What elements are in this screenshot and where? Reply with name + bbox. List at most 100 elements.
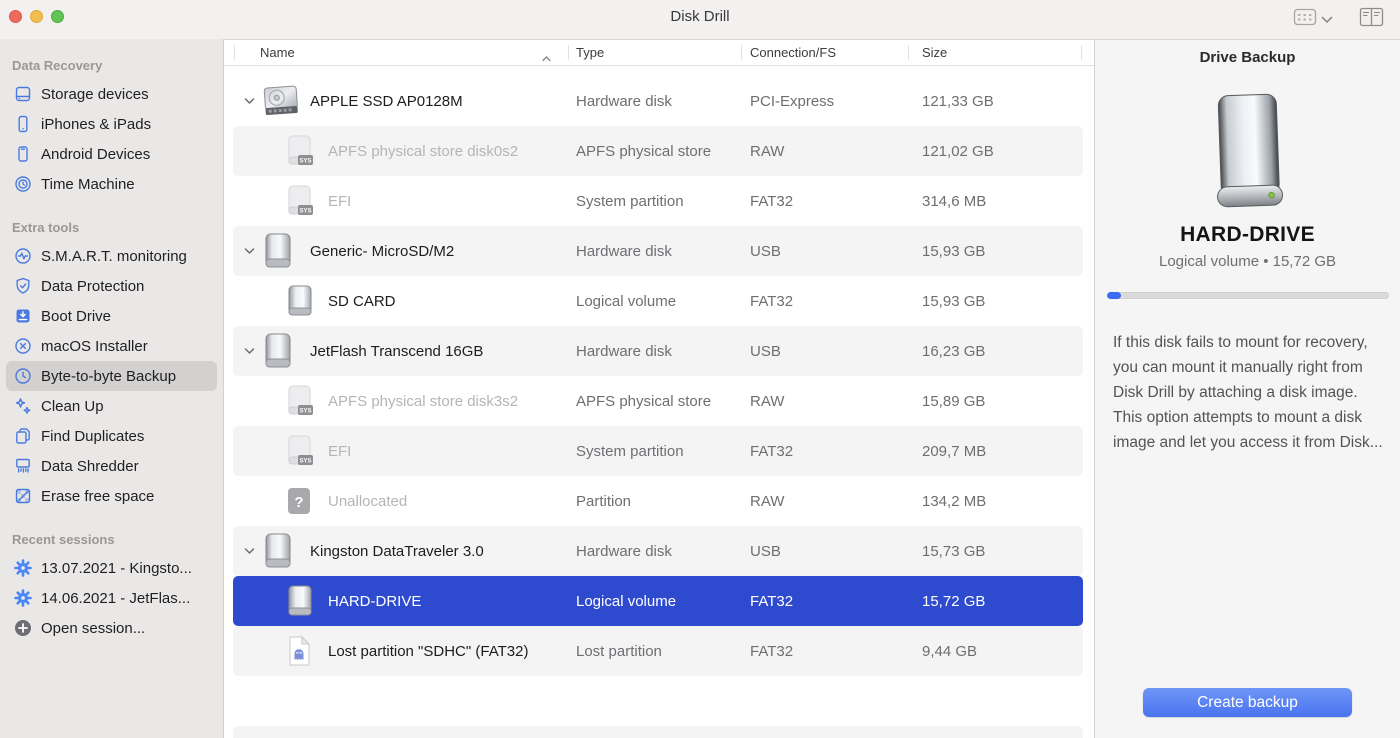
sidebar: Data Recovery Storage devices iPhones & iP… [0, 39, 224, 738]
external-hard-drive-art [1196, 90, 1300, 219]
table-row-empty [233, 676, 1083, 726]
cell-type: System partition [576, 442, 684, 460]
column-header-type[interactable]: Type [576, 45, 605, 60]
lost-partition-icon [286, 635, 312, 667]
cell-connection-fs: FAT32 [750, 192, 794, 210]
cell-name: APFS physical store disk3s2 [328, 392, 519, 410]
cell-size: 15,89 GB [922, 392, 986, 410]
sidebar-item-label: Time Machine [41, 175, 135, 193]
cell-size: 15,72 GB [922, 592, 986, 610]
cell-name: Lost partition "SDHC" (FAT32) [328, 642, 529, 660]
cell-name: Generic- MicroSD/M2 [310, 242, 455, 260]
drive-backup-panel: Drive Backup [1095, 39, 1400, 738]
table-row-generic-microsd-m2[interactable]: Generic- MicroSD/M2 Hardware disk USB 15,93… [233, 226, 1083, 276]
sidebar-item-macos-installer[interactable]: macOS Installer [6, 331, 217, 361]
sidebar-section-recent-sessions: Recent sessions 13.07.2021 - Kingsto... 14… [0, 531, 223, 643]
create-backup-button[interactable]: Create backup [1143, 688, 1352, 717]
table-row-sd-card[interactable]: SD CARD Logical volume FAT32 15,93 GB [233, 276, 1083, 326]
sidebar-item-14-06-2021-jetflas[interactable]: 14.06.2021 - JetFlas... [6, 583, 217, 613]
expand-chevron-icon[interactable] [244, 248, 255, 255]
iphone-icon [12, 113, 34, 135]
sidebar-item-storage-devices[interactable]: Storage devices [6, 79, 217, 109]
table-header: Name Type Connection/FS Size [224, 40, 1094, 66]
titlebar: Disk Drill [0, 0, 1400, 39]
sidebar-item-s-m-a-r-t-monitoring[interactable]: S.M.A.R.T. monitoring [6, 241, 217, 271]
sidebar-item-boot-drive[interactable]: Boot Drive [6, 301, 217, 331]
minimize-button[interactable] [30, 10, 43, 23]
sidebar-item-open-session[interactable]: Open session... [6, 613, 217, 643]
svg-text:SYS: SYS [299, 208, 311, 214]
cell-size: 209,7 MB [922, 442, 987, 460]
disk-table: Name Type Connection/FS Size APPLE SSD A… [224, 39, 1095, 738]
cell-connection-fs: USB [750, 542, 781, 560]
table-row-apfs-physical-store-disk0s2[interactable]: SYS APFS physical store disk0s2 APFS physi… [233, 126, 1083, 176]
external-drive-icon [262, 332, 294, 370]
table-row-efi[interactable]: SYS EFI System partition FAT32 314,6 MB [233, 176, 1083, 226]
sidebar-item-find-duplicates[interactable]: Find Duplicates [6, 421, 217, 451]
svg-text:SYS: SYS [299, 408, 311, 414]
svg-text:SYS: SYS [299, 158, 311, 164]
cell-connection-fs: RAW [750, 492, 785, 510]
expand-chevron-icon[interactable] [244, 348, 255, 355]
sidebar-item-clean-up[interactable]: Clean Up [6, 391, 217, 421]
unallocated-icon: ? [286, 486, 312, 516]
cell-connection-fs: PCI-Express [750, 92, 835, 110]
sidebar-item-time-machine[interactable]: Time Machine [6, 169, 217, 199]
sidebar-item-label: Boot Drive [41, 307, 112, 325]
table-row-unallocated[interactable]: ? Unallocated Partition RAW 134,2 MB [233, 476, 1083, 526]
erase-free-space-icon [12, 485, 34, 507]
cell-size: 314,6 MB [922, 192, 987, 210]
cell-type: Hardware disk [576, 342, 672, 360]
zoom-button[interactable] [51, 10, 64, 23]
table-row-lost-partition-sdhc-fat32[interactable]: Lost partition "SDHC" (FAT32) Lost partit… [233, 626, 1083, 676]
selected-drive-name: HARD-DRIVE [1180, 223, 1315, 246]
duplicates-icon [12, 425, 34, 447]
subvolume-icon: SYS [286, 184, 316, 218]
expand-chevron-icon[interactable] [244, 98, 255, 105]
backup-progress-bar [1106, 292, 1389, 299]
column-header-connection-fs[interactable]: Connection/FS [750, 45, 836, 60]
sidebar-item-data-shredder[interactable]: Data Shredder [6, 451, 217, 481]
cell-type: System partition [576, 192, 684, 210]
sidebar-section-header: Extra tools [12, 220, 80, 235]
sidebar-item-byte-to-byte-backup[interactable]: Byte-to-byte Backup [6, 361, 217, 391]
view-options-icon [1293, 7, 1317, 32]
table-row-jetflash-transcend-16gb[interactable]: JetFlash Transcend 16GB Hardware disk USB 1… [233, 326, 1083, 376]
shredder-icon [12, 455, 34, 477]
table-row-hard-drive[interactable]: HARD-DRIVE Logical volume FAT32 15,72 GB [233, 576, 1083, 626]
table-row-apfs-physical-store-disk3s2[interactable]: SYS APFS physical store disk3s2 APFS physi… [233, 376, 1083, 426]
table-row-efi[interactable]: SYS EFI System partition FAT32 209,7 MB [233, 426, 1083, 476]
sidebar-item-label: Find Duplicates [41, 427, 145, 445]
backup-progress-fill [1106, 292, 1121, 299]
sort-ascending-icon [542, 49, 551, 67]
cell-type: Partition [576, 492, 632, 510]
sidebar-item-android-devices[interactable]: Android Devices [6, 139, 217, 169]
table-row-kingston-datatraveler-3-0[interactable]: Kingston DataTraveler 3.0 Hardware disk US… [233, 526, 1083, 576]
cell-name: EFI [328, 442, 352, 460]
cell-name: APFS physical store disk0s2 [328, 142, 519, 160]
view-options-button[interactable] [1291, 5, 1335, 34]
sidebar-item-iphones-ipads[interactable]: iPhones & iPads [6, 109, 217, 139]
sidebar-item-label: 13.07.2021 - Kingsto... [41, 559, 192, 577]
cell-size: 15,93 GB [922, 292, 986, 310]
sidebar-item-13-07-2021-kingsto[interactable]: 13.07.2021 - Kingsto... [6, 553, 217, 583]
sparkles-icon [12, 395, 34, 417]
table-row-apple-ssd-ap0128m[interactable]: APPLE SSD AP0128M Hardware disk PCI-Expres… [233, 76, 1083, 126]
cell-name: Kingston DataTraveler 3.0 [310, 542, 484, 560]
sidebar-section-header: Data Recovery [12, 58, 103, 73]
close-button[interactable] [9, 10, 22, 23]
subvolume-icon: SYS [286, 134, 316, 168]
cell-type: APFS physical store [576, 142, 712, 160]
sidebar-item-label: Erase free space [41, 487, 155, 505]
selected-drive-subtitle: Logical volume • 15,72 GB [1158, 253, 1337, 270]
sidebar-item-label: Data Shredder [41, 457, 139, 475]
svg-text:SYS: SYS [299, 458, 311, 464]
volume-icon [286, 284, 314, 318]
sidebar-item-data-protection[interactable]: Data Protection [6, 271, 217, 301]
column-header-size[interactable]: Size [922, 45, 948, 60]
column-header-name[interactable]: Name [260, 45, 295, 60]
sidebar-item-erase-free-space[interactable]: Erase free space [6, 481, 217, 511]
toggle-details-panel-button[interactable] [1357, 5, 1386, 34]
expand-chevron-icon[interactable] [244, 548, 255, 555]
